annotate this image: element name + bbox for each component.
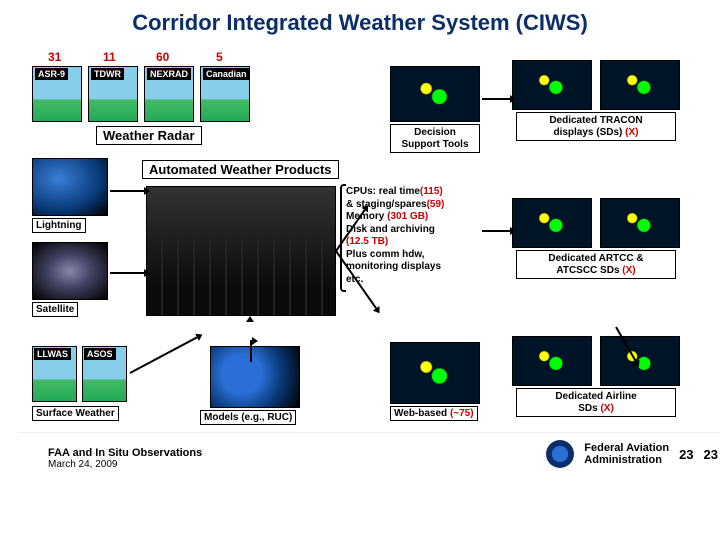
faa-seal-icon: [546, 440, 574, 468]
ciws-diagram: 31 11 60 5 ASR-9 TDWR NEXRAD Canadian We…: [18, 50, 702, 480]
surface-label: Surface Weather: [32, 406, 119, 421]
page-number-1: 23: [679, 447, 693, 462]
satellite-label: Satellite: [32, 302, 78, 317]
artcc-label: Dedicated ARTCC & ATCSCC SDs (X): [516, 250, 676, 279]
page-number-2: 23: [704, 447, 718, 462]
surface-small-2: ASOS: [84, 348, 116, 360]
slide: Corridor Integrated Weather System (CIWS…: [0, 0, 720, 540]
servers-img: [146, 186, 336, 316]
arrow-to-artcc: [482, 230, 510, 232]
footer: FAA and In Situ Observations March 24, 2…: [18, 432, 720, 480]
satellite-img: [32, 242, 108, 300]
radar-count-3: 60: [156, 50, 169, 64]
footer-date: March 24, 2009: [48, 459, 202, 470]
radar-group-label: Weather Radar: [96, 126, 202, 145]
spec-list: CPUs: real time(115) & staging/spares(59…: [346, 186, 486, 286]
models-img: [210, 346, 300, 408]
awp-label: Automated Weather Products: [142, 160, 339, 179]
spec-line-3: Memory (301 GB): [346, 211, 486, 224]
spec-line-5: (12.5 TB): [346, 236, 486, 249]
radar-label-1: ASR-9: [35, 68, 68, 80]
footer-title: FAA and In Situ Observations: [48, 447, 202, 459]
arrow-satellite: [110, 272, 144, 274]
spec-line-1: CPUs: real time(115): [346, 186, 486, 199]
spec-line-6: Plus comm hdw,: [346, 249, 486, 262]
dst-img: [390, 66, 480, 122]
footer-org: Federal Aviation Administration: [584, 442, 669, 466]
dst-label: Decision Support Tools: [390, 124, 480, 153]
surface-small-1: LLWAS: [34, 348, 71, 360]
tracon-img-1: [512, 60, 592, 110]
radar-count-2: 11: [103, 50, 116, 64]
radar-label-3: NEXRAD: [147, 68, 191, 80]
arrow-models-up-stem: [250, 340, 252, 362]
spec-line-7: monitoring displays: [346, 261, 486, 274]
arrow-surface: [130, 336, 198, 373]
radar-label-2: TDWR: [91, 68, 124, 80]
tracon-img-2: [600, 60, 680, 110]
lightning-label: Lightning: [32, 218, 86, 233]
spec-line-8: etc.: [346, 274, 486, 287]
arrow-models-up-head: [246, 316, 254, 322]
web-img: [390, 342, 480, 404]
tracon-label: Dedicated TRACON displays (SDs) (X): [516, 112, 676, 141]
footer-right: Federal Aviation Administration 23 23: [546, 440, 718, 468]
radar-count-4: 5: [216, 50, 223, 64]
spec-line-4: Disk and archiving: [346, 224, 486, 237]
artcc-img-1: [512, 198, 592, 248]
airline-label: Dedicated Airline SDs (X): [516, 388, 676, 417]
artcc-img-2: [600, 198, 680, 248]
arrow-to-tracon: [482, 98, 510, 100]
footer-left: FAA and In Situ Observations March 24, 2…: [48, 447, 202, 470]
web-label: Web-based (~75): [390, 406, 478, 421]
slide-title: Corridor Integrated Weather System (CIWS…: [0, 10, 720, 36]
radar-label-4: Canadian: [203, 68, 250, 80]
radar-count-1: 31: [48, 50, 61, 64]
airline-img-1: [512, 336, 592, 386]
models-label: Models (e.g., RUC): [200, 410, 296, 425]
arrow-lightning: [110, 190, 144, 192]
lightning-img: [32, 158, 108, 216]
